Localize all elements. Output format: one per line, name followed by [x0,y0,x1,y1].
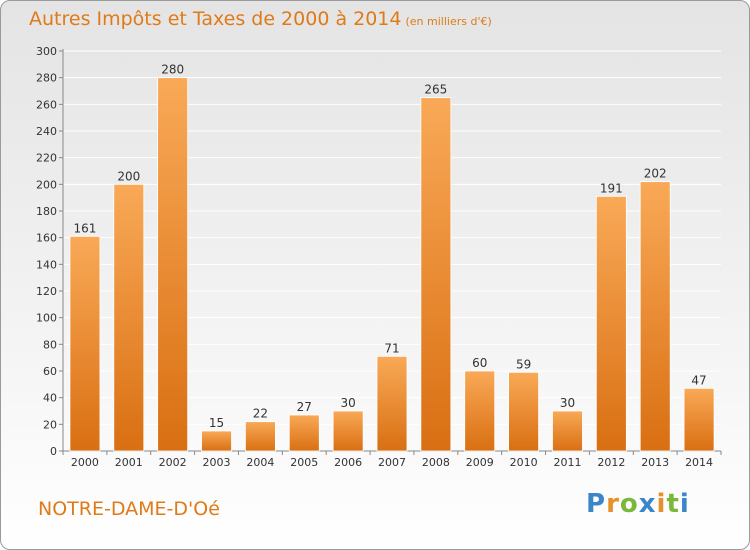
bar [595,195,627,452]
data-label: 191 [600,181,623,195]
bar [552,410,583,452]
logo-letter: x [638,489,657,519]
x-tick-label: 2008 [422,456,450,469]
bar [420,97,452,452]
data-labels: 161 200 280 15 22 27 30 71 265 60 59 30 191 202 47 [73,63,706,430]
bar [288,414,320,452]
data-label: 161 [73,221,96,235]
bar [244,421,276,452]
data-label: 265 [424,83,447,97]
y-tick-label: 180 [36,205,57,218]
y-tick-label: 40 [43,392,57,405]
bar [683,387,715,452]
y-tick-label: 300 [36,45,57,58]
logo-letter: o [619,489,639,519]
y-tick-label: 240 [36,125,57,138]
logo-letter: r [606,489,620,519]
data-label: 60 [472,356,487,370]
x-tick-label: 2010 [510,456,538,469]
data-label: 22 [253,407,268,421]
x-tick-label: 2011 [553,456,581,469]
bar [464,370,496,452]
logo-letter: i [679,489,690,519]
logo-letter: P [586,489,607,519]
chart-subtitle: (en milliers d'€) [405,15,492,28]
data-label: 15 [209,416,224,430]
x-tick-label: 2007 [378,456,406,469]
chart-title-text: Autres Impôts et Taxes de 2000 à 2014 [29,8,402,30]
x-tick-label: 2001 [115,456,143,469]
proxiti-logo: Proxiti [586,489,690,519]
bars [69,77,715,452]
bar [201,430,232,452]
data-label: 47 [691,373,706,387]
data-label: 71 [384,341,399,355]
bar [508,371,540,452]
data-label: 59 [516,357,531,371]
bar [332,410,364,452]
bar [113,183,145,452]
bar [376,355,408,452]
y-tick-label: 160 [36,232,57,245]
y-tick-label: 280 [36,72,57,85]
y-tick-label: 140 [36,258,57,271]
bar [639,181,671,452]
chart-title: Autres Impôts et Taxes de 2000 à 2014 (en… [29,8,492,30]
y-tick-labels: 0 20 40 60 80 100 120 140 160 180 200 220 240 260 280 3… [36,45,63,458]
x-tick-label: 2006 [334,456,362,469]
x-tick-label: 2013 [641,456,669,469]
y-tick-label: 100 [36,312,57,325]
y-tick-label: 20 [43,418,57,431]
y-tick-label: 220 [36,152,57,165]
x-tick-label: 2003 [203,456,231,469]
data-label: 202 [644,167,667,181]
location-name: NOTRE-DAME-D'Oé [38,498,220,520]
data-label: 30 [560,396,575,410]
data-label: 30 [340,396,355,410]
x-tick-label: 2000 [71,456,99,469]
x-tick-label: 2009 [466,456,494,469]
x-tick-labels: 2000 2001 2002 2003 2004 2005 2006 2007 2008 2009… [62,451,722,469]
logo-letter: i [656,489,667,519]
y-tick-label: 0 [50,445,57,458]
y-tick-label: 200 [36,178,57,191]
data-label: 27 [297,400,312,414]
logo-letter: t [666,489,680,519]
x-tick-label: 2002 [159,456,187,469]
bar [69,235,101,452]
x-tick-label: 2004 [246,456,274,469]
y-tick-label: 260 [36,98,57,111]
x-tick-label: 2014 [685,456,713,469]
x-tick-label: 2005 [290,456,318,469]
y-tick-label: 120 [36,285,57,298]
y-tick-label: 80 [43,338,57,351]
x-tick-label: 2012 [597,456,625,469]
y-tick-label: 60 [43,365,57,378]
data-label: 200 [117,169,140,183]
bar [157,77,189,452]
data-label: 280 [161,63,184,77]
